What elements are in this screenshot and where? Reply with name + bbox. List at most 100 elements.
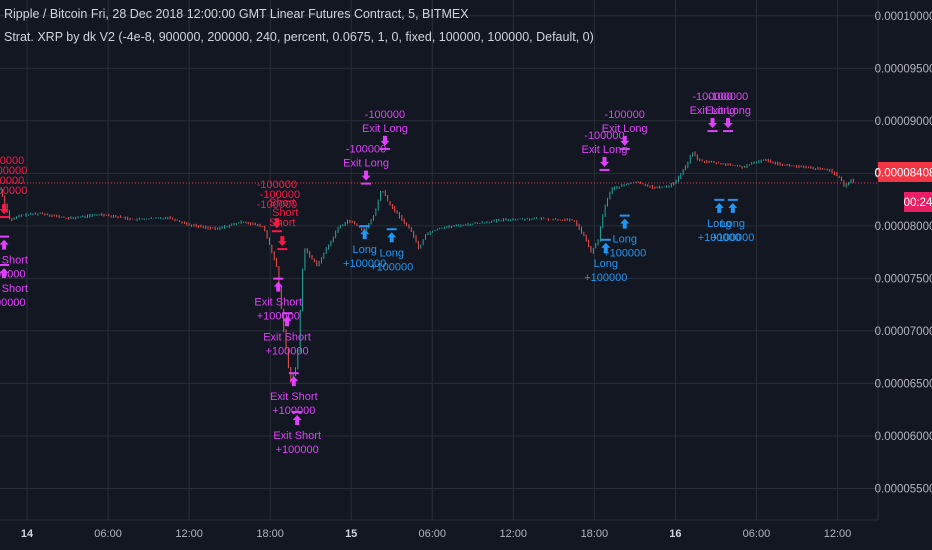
arrow-up-icon [360, 229, 370, 240]
last-price-label: 0.00008408 [875, 168, 932, 180]
arrow-up-icon [728, 202, 738, 213]
marker-label: -100000 [0, 155, 24, 167]
marker-bar [707, 130, 718, 133]
time-tick-label: 14 [21, 528, 34, 540]
countdown-label: 00:24 [904, 197, 932, 209]
marker-bar [0, 216, 10, 219]
marker-label: +100000 [698, 232, 741, 244]
arrow-up-icon [387, 232, 397, 243]
countdown-badge [904, 192, 932, 212]
marker-label: +100000 [603, 248, 646, 260]
arrow-up-icon [292, 415, 302, 426]
arrow-up-icon [620, 218, 630, 229]
price-tick-label: 0.00010000 [875, 11, 932, 23]
marker-bar [714, 198, 725, 201]
marker-exit-long: -100000 Exit Long [582, 130, 627, 171]
time-tick-label: 15 [345, 528, 357, 540]
arrow-up-icon [273, 281, 283, 292]
marker-label: Exit Short [0, 283, 28, 295]
marker-bar [271, 230, 282, 233]
candles [0, 151, 854, 384]
arrow-down-icon [599, 156, 609, 167]
marker-label: -100000 [257, 179, 297, 191]
chart-title: Ripple / Bitcoin Fri, 28 Dec 2018 12:00:… [4, 7, 469, 21]
marker-label: +100000 [0, 297, 26, 309]
last-price-badge [878, 162, 932, 182]
marker-label: +100000 [711, 232, 754, 244]
time-axis[interactable]: 14 06:00 12:00 18:00 15 06:00 12:00 18:00 16 06:0… [21, 528, 851, 540]
marker-exit-short: Exit Short +100000 [273, 411, 321, 456]
marker-label: Long [594, 258, 618, 270]
arrow-down-icon [0, 204, 9, 215]
marker-label: +100000 [276, 444, 319, 456]
price-tick-label: 0.00009500 [875, 63, 932, 75]
marker-label: Long [707, 218, 731, 230]
price-tick-label: 0.00006500 [875, 378, 932, 390]
marker-label: Long [721, 218, 745, 230]
marker-label: Exit Short [254, 297, 302, 309]
marker-label: Exit Long [690, 105, 736, 117]
marker-exit-long: -100000 Exit Long [602, 109, 648, 150]
marker-label: Short [269, 197, 295, 209]
time-tick-label: 12:00 [175, 528, 203, 540]
marker-bar [0, 263, 10, 266]
arrow-down-icon [620, 135, 630, 146]
marker-label: -100000 [0, 165, 27, 177]
marker-bar [619, 214, 630, 217]
marker-label: Long [612, 234, 636, 246]
marker-bar [727, 198, 738, 201]
marker-bar [379, 147, 390, 150]
marker-bar [386, 228, 397, 231]
marker-label: +100000 [265, 345, 308, 357]
time-tick-label: 18:00 [581, 528, 609, 540]
price-tick-label: 0.00007000 [875, 326, 932, 338]
marker-bar [273, 277, 284, 280]
arrow-down-icon [380, 135, 390, 146]
time-tick-label: 06:00 [418, 528, 446, 540]
marker-label: Exit Short [0, 255, 28, 267]
marker-bar [292, 411, 303, 414]
marker-label: Exit Long [705, 105, 751, 117]
price-axis-panel [878, 0, 932, 520]
marker-bar [277, 248, 288, 251]
marker-label: Exit Long [362, 123, 408, 135]
marker-label: Long [379, 247, 403, 259]
price-tick-label: 0.00006000 [875, 431, 932, 443]
marker-long: Long +100000 [603, 214, 646, 260]
marker-long: Long +100000 [584, 238, 627, 284]
arrow-up-icon [282, 316, 292, 327]
marker-exit-long: -100000 Exit Long [690, 91, 736, 133]
marker-long: Long +100000 [698, 198, 741, 244]
study-legend[interactable]: Strat. XRP by dk V2 (-4e-8, 900000, 2000… [4, 30, 594, 44]
price-tick-label: 0.00009000 [875, 116, 932, 128]
marker-label: +100000 [370, 261, 413, 273]
marker-short-entry: -100000-100000-100000 [257, 179, 300, 233]
marker-bar [723, 130, 734, 133]
arrow-up-icon [601, 242, 611, 253]
marker-label: -100000 [0, 175, 24, 187]
marker-label: Exit Long [343, 158, 389, 170]
time-tick-label: 12:00 [500, 528, 528, 540]
marker-label: -100000 [584, 130, 624, 142]
marker-label: -100000 [605, 109, 645, 121]
arrow-up-icon [0, 267, 9, 278]
time-tick-label: 06:00 [743, 528, 771, 540]
time-axis-panel [0, 520, 932, 550]
marker-exit-short: Exit Short +100000 [0, 263, 28, 309]
time-tick-label: 12:00 [824, 528, 852, 540]
price-tick-label: 0.00005500 [875, 483, 932, 495]
arrow-down-icon [272, 218, 282, 229]
marker-bar [282, 312, 293, 315]
marker-bar [361, 182, 372, 185]
arrow-up-icon [0, 239, 9, 250]
arrow-up-icon [714, 202, 724, 213]
arrow-up-icon [289, 376, 299, 387]
marker-long: Long +100000 [370, 228, 413, 273]
price-badges: 0.00008408 00:24 [875, 162, 932, 212]
marker-label: -100000 [708, 91, 748, 103]
marker-label: Exit Short [263, 331, 311, 343]
